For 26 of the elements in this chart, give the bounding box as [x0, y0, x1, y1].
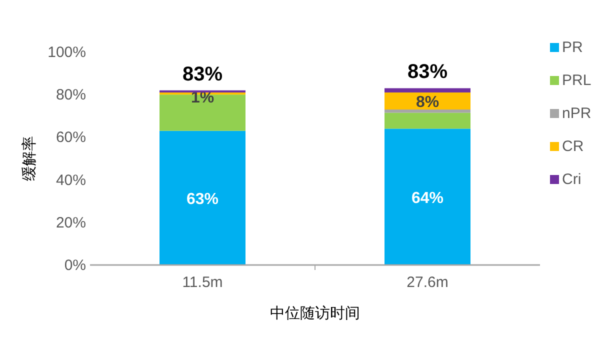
legend-label: PR — [562, 39, 584, 56]
x-tick-label: 11.5m — [182, 274, 223, 291]
bar — [384, 112, 470, 129]
y-tick-label: 100% — [48, 44, 86, 61]
legend-label: CR — [562, 138, 584, 155]
bar — [160, 130, 246, 265]
data-label: 63% — [186, 190, 219, 208]
legend-label: nPR — [562, 105, 592, 122]
legend-label: PRL — [562, 72, 592, 89]
legend-label: Cri — [562, 171, 582, 188]
y-tick-label: 80% — [56, 86, 86, 104]
y-tick-label: 40% — [56, 172, 86, 189]
total-label: 83% — [182, 63, 223, 86]
data-label: 8% — [416, 94, 440, 111]
total-label: 83% — [407, 61, 448, 84]
x-tick-label: 27.6m — [406, 274, 448, 291]
x-axis-title: 中位随访时间 — [270, 305, 360, 322]
bar — [384, 88, 470, 92]
bar — [384, 128, 470, 265]
data-label: 1% — [190, 89, 214, 106]
y-tick-label: 20% — [56, 214, 86, 232]
data-label: 64% — [411, 190, 444, 207]
bar — [384, 110, 470, 113]
y-tick-label: 60% — [56, 129, 86, 146]
y-axis-title: 缓解率 — [21, 136, 38, 181]
y-tick-label: 0% — [64, 257, 86, 274]
